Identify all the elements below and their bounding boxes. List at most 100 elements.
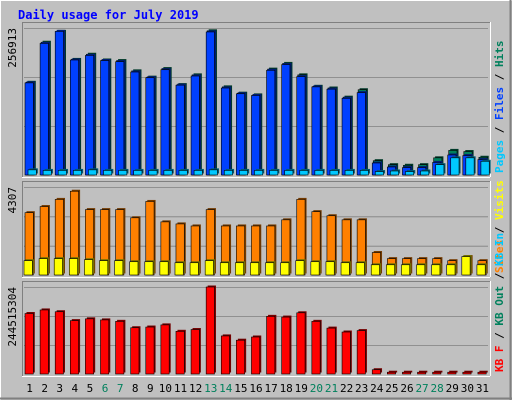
bar-pages-2 xyxy=(42,170,52,176)
bar-files-15 xyxy=(236,93,245,176)
legend-separator: / xyxy=(493,266,506,286)
bar-kb-f-13 xyxy=(205,286,215,375)
bar-files-2 xyxy=(39,43,49,176)
bar-kb-f-27 xyxy=(417,371,427,375)
bar-files-13 xyxy=(205,31,215,176)
bar-kb-f-30 xyxy=(462,371,472,375)
bar-visits-7 xyxy=(114,260,124,276)
bar-visits-17 xyxy=(265,262,275,276)
bar-visits-8 xyxy=(129,261,139,276)
bar-kb-f-26-shadow xyxy=(403,370,413,373)
bar-kb-f-11 xyxy=(175,331,185,375)
x-tick-label: 17 xyxy=(264,382,277,395)
x-tick-label: 10 xyxy=(159,382,172,395)
bar-pages-16 xyxy=(254,170,264,176)
bar-visits-16 xyxy=(250,262,260,276)
x-tick-label: 15 xyxy=(234,382,247,395)
bar-pages-7 xyxy=(118,170,128,176)
bar-visits-29 xyxy=(446,264,456,276)
y-max-label: 244515304 xyxy=(6,287,19,347)
bar-kb-f-8 xyxy=(130,327,140,375)
bar-files-9 xyxy=(145,77,155,176)
bar-pages-31 xyxy=(480,160,490,176)
bar-pages-13 xyxy=(208,169,218,176)
panel-kbytes: 244515304 KB F / KB Out / KB In xyxy=(6,233,506,377)
bar-kb-f-24 xyxy=(371,369,381,375)
bar-visits-9 xyxy=(144,261,154,276)
bar-visits-1 xyxy=(23,260,33,276)
x-tick-label: 6 xyxy=(102,382,109,395)
x-tick-label: 1 xyxy=(26,382,33,395)
series-group xyxy=(23,189,488,276)
y-max-label: 256913 xyxy=(6,28,19,68)
x-tick-label: 9 xyxy=(147,382,154,395)
chart-title: Daily usage for July 2019 xyxy=(18,8,199,22)
bar-kb-f-4 xyxy=(69,320,79,375)
x-tick-label: 29 xyxy=(446,382,459,395)
bar-files-20 xyxy=(311,86,321,176)
x-tick-label: 20 xyxy=(310,382,323,395)
bar-pages-20 xyxy=(314,170,324,176)
legend-text: Pages / Files / Hits xyxy=(493,41,506,174)
legend-entry: KB Out xyxy=(493,286,506,326)
bar-visits-3 xyxy=(53,258,63,276)
bar-kb-f-25-shadow xyxy=(388,370,398,373)
x-axis-labels: 1 2 3 4 5 6 7 8 9 10 11 12 13 14 15 16 17 18 19 20 21 22 23 24 2… xyxy=(26,382,489,395)
bar-files-5 xyxy=(85,55,94,176)
x-tick-label: 19 xyxy=(295,382,308,395)
x-tick-label: 30 xyxy=(461,382,474,395)
bar-pages-3 xyxy=(57,170,67,176)
x-tick-label: 12 xyxy=(189,382,202,395)
bar-kb-f-5 xyxy=(85,318,94,375)
bar-visits-30 xyxy=(461,256,471,276)
bar-kb-f-22 xyxy=(341,331,351,375)
bar-visits-22 xyxy=(340,262,350,276)
bar-files-16 xyxy=(251,95,261,176)
bar-kb-f-16 xyxy=(251,336,261,375)
bar-pages-9 xyxy=(148,170,158,176)
legend-separator: / xyxy=(493,326,506,346)
legend-separator: / xyxy=(493,67,506,87)
bar-visits-28 xyxy=(431,264,441,276)
x-tick-label: 2 xyxy=(41,382,48,395)
bar-visits-14 xyxy=(219,262,229,276)
legend-entry: KB In xyxy=(493,233,506,266)
bar-visits-26 xyxy=(401,264,411,276)
bar-files-10 xyxy=(160,69,170,176)
bar-visits-25 xyxy=(386,264,395,276)
bar-kb-f-27-shadow xyxy=(419,370,428,373)
x-tick-label: 8 xyxy=(132,382,139,395)
bar-kb-f-29 xyxy=(447,371,457,375)
bar-pages-22 xyxy=(344,170,354,176)
legend-hits-files-pages: Pages / Files / Hits xyxy=(493,41,506,174)
bar-kb-f-28-shadow xyxy=(434,370,443,373)
bar-pages-29 xyxy=(450,157,460,176)
bar-kb-f-20 xyxy=(311,321,321,375)
bar-pages-21 xyxy=(329,170,339,176)
bar-pages-18 xyxy=(284,170,294,176)
legend-kbytes: KB F / KB Out / KB In xyxy=(493,233,506,372)
bar-pages-1 xyxy=(27,169,37,176)
legend-visits-sites: Sites / Visits xyxy=(493,180,506,273)
bar-kb-f-6 xyxy=(100,319,110,375)
bar-kb-f-25 xyxy=(387,371,396,375)
bar-kb-f-28 xyxy=(432,371,442,375)
bar-pages-25 xyxy=(390,170,399,176)
bar-pages-27 xyxy=(420,170,430,176)
bar-files-4 xyxy=(69,59,79,176)
bar-files-14 xyxy=(220,87,230,176)
bar-visits-12 xyxy=(189,262,199,276)
bar-files-23 xyxy=(356,92,366,176)
bar-files-7 xyxy=(115,61,125,176)
bar-pages-10 xyxy=(163,170,173,176)
bar-visits-6 xyxy=(99,260,109,276)
x-tick-label: 22 xyxy=(340,382,353,395)
legend-entry: Pages xyxy=(493,140,506,173)
bar-kb-f-18 xyxy=(281,316,291,375)
bar-visits-23 xyxy=(355,262,365,276)
bar-files-11 xyxy=(175,84,185,176)
x-tick-label: 3 xyxy=(56,382,63,395)
bar-visits-31 xyxy=(476,264,486,276)
bar-files-1 xyxy=(24,82,34,176)
